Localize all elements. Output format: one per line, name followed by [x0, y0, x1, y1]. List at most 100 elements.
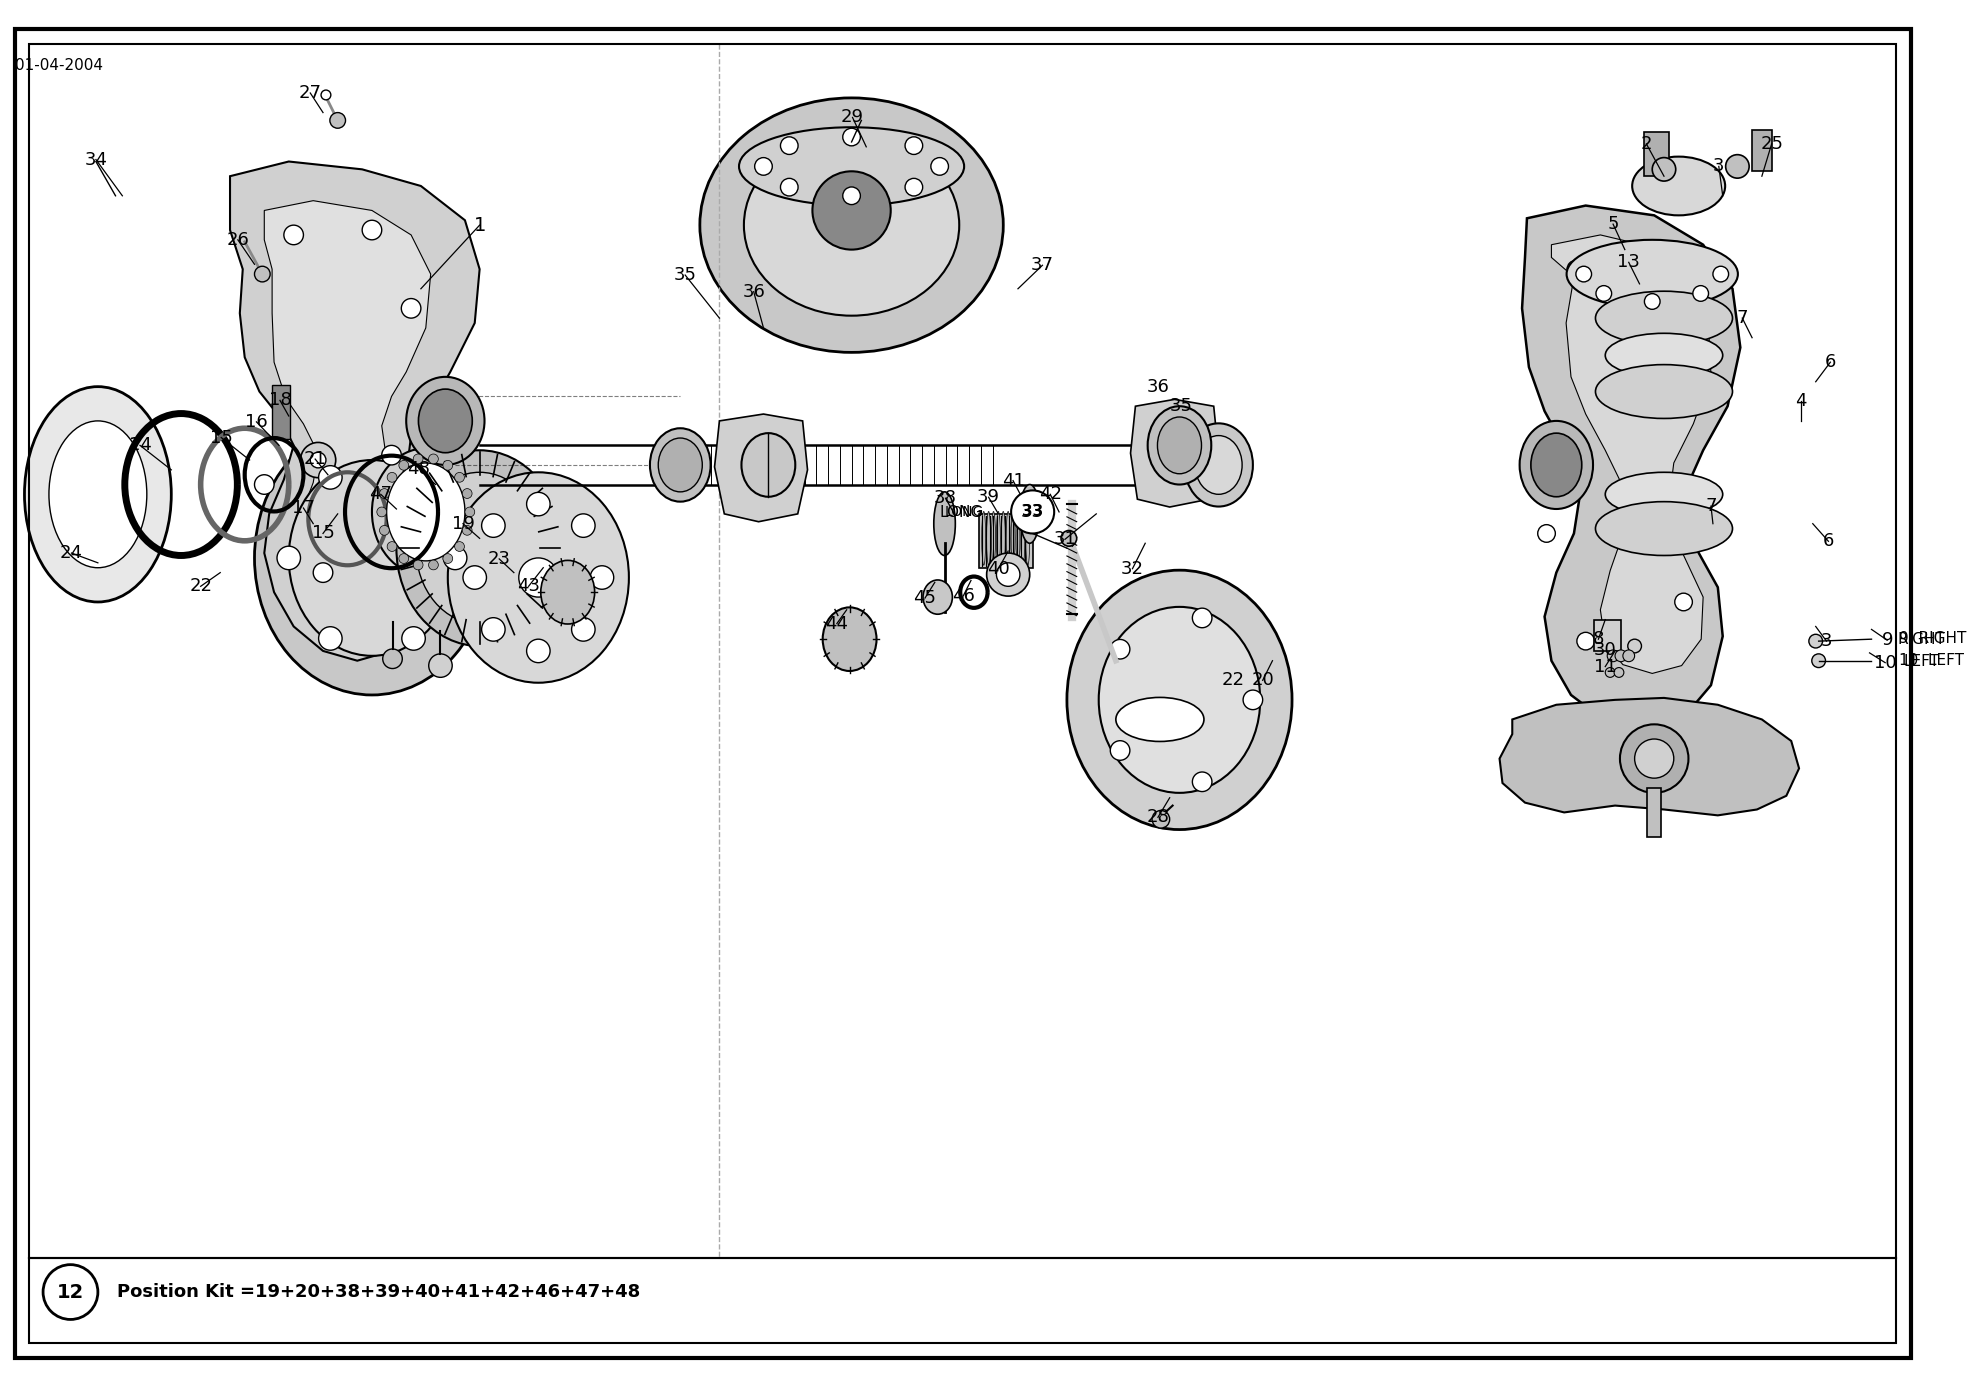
Text: 01-04-2004: 01-04-2004	[14, 58, 102, 74]
Ellipse shape	[649, 429, 710, 502]
Bar	[1644, 132, 1668, 176]
Ellipse shape	[415, 473, 543, 624]
Text: 48: 48	[407, 460, 431, 479]
Text: 47: 47	[370, 485, 391, 503]
Circle shape	[319, 466, 342, 490]
Text: 5: 5	[1607, 215, 1619, 233]
Circle shape	[1243, 691, 1263, 710]
Circle shape	[462, 566, 486, 589]
Circle shape	[443, 460, 452, 470]
Circle shape	[482, 513, 506, 537]
Ellipse shape	[1027, 512, 1029, 566]
Circle shape	[842, 128, 860, 146]
Text: 6: 6	[1825, 354, 1835, 372]
Text: 22: 22	[189, 577, 212, 595]
Circle shape	[277, 546, 301, 570]
Circle shape	[1810, 634, 1823, 648]
Text: 1: 1	[474, 215, 486, 234]
Circle shape	[401, 466, 425, 490]
Text: 26: 26	[226, 230, 250, 248]
Bar	[980, 515, 1033, 567]
Ellipse shape	[254, 420, 490, 695]
Text: 17: 17	[291, 499, 315, 517]
Ellipse shape	[24, 387, 171, 602]
Text: 25: 25	[1760, 135, 1784, 153]
Circle shape	[1109, 639, 1129, 659]
Ellipse shape	[991, 512, 995, 566]
Circle shape	[387, 473, 397, 483]
Circle shape	[1635, 739, 1674, 778]
Text: 38: 38	[934, 490, 958, 508]
Circle shape	[1595, 286, 1611, 301]
Circle shape	[1153, 810, 1170, 828]
Circle shape	[319, 627, 342, 651]
Ellipse shape	[49, 420, 148, 567]
Ellipse shape	[541, 560, 594, 624]
Circle shape	[781, 179, 799, 196]
Ellipse shape	[1196, 436, 1241, 494]
Circle shape	[905, 137, 923, 154]
Circle shape	[454, 542, 464, 552]
Circle shape	[1538, 524, 1556, 542]
Text: 39: 39	[978, 488, 999, 506]
Circle shape	[572, 513, 596, 537]
Circle shape	[399, 460, 409, 470]
Circle shape	[443, 553, 452, 563]
Text: 3: 3	[1713, 157, 1725, 175]
Circle shape	[930, 158, 948, 175]
Ellipse shape	[1011, 512, 1015, 566]
Bar	[1753, 130, 1772, 172]
Ellipse shape	[1147, 406, 1212, 484]
Circle shape	[755, 158, 773, 175]
Ellipse shape	[1530, 433, 1581, 497]
Circle shape	[443, 546, 466, 570]
Ellipse shape	[448, 473, 629, 682]
Circle shape	[1576, 266, 1591, 282]
Text: 41: 41	[1001, 472, 1025, 490]
Text: 33: 33	[1023, 505, 1043, 519]
Circle shape	[454, 473, 464, 483]
Ellipse shape	[387, 463, 464, 560]
Text: 35: 35	[673, 266, 696, 284]
Text: 2: 2	[1640, 135, 1652, 153]
Circle shape	[429, 653, 452, 677]
Circle shape	[572, 617, 596, 641]
Circle shape	[429, 560, 439, 570]
Circle shape	[590, 566, 614, 589]
Text: 33: 33	[1021, 503, 1044, 522]
Circle shape	[482, 617, 506, 641]
Circle shape	[311, 452, 327, 467]
Circle shape	[842, 187, 860, 204]
Circle shape	[1605, 667, 1615, 677]
Ellipse shape	[1007, 512, 1011, 566]
Circle shape	[1694, 286, 1709, 301]
Circle shape	[401, 627, 425, 651]
Text: 7: 7	[1737, 309, 1749, 327]
Text: 31: 31	[1054, 530, 1076, 548]
Circle shape	[464, 508, 474, 517]
Ellipse shape	[1595, 291, 1733, 345]
Ellipse shape	[700, 98, 1003, 352]
Circle shape	[1615, 667, 1625, 677]
Text: LEFT: LEFT	[1904, 655, 1939, 669]
Text: LONG: LONG	[944, 505, 984, 519]
Ellipse shape	[397, 451, 563, 646]
Ellipse shape	[407, 377, 484, 465]
Circle shape	[429, 454, 439, 463]
Circle shape	[384, 649, 403, 669]
Circle shape	[1674, 594, 1692, 610]
Ellipse shape	[1017, 512, 1021, 566]
Circle shape	[382, 445, 401, 465]
Circle shape	[519, 558, 559, 596]
Circle shape	[1652, 158, 1676, 182]
Circle shape	[462, 526, 472, 535]
Ellipse shape	[982, 512, 985, 566]
Polygon shape	[1522, 205, 1741, 730]
Circle shape	[399, 553, 409, 563]
Circle shape	[1701, 348, 1719, 366]
Text: 9: 9	[1880, 631, 1892, 649]
Circle shape	[1644, 294, 1660, 309]
Text: RIGHT: RIGHT	[1898, 631, 1945, 646]
Text: 36: 36	[742, 283, 765, 301]
Text: 44: 44	[826, 614, 848, 632]
